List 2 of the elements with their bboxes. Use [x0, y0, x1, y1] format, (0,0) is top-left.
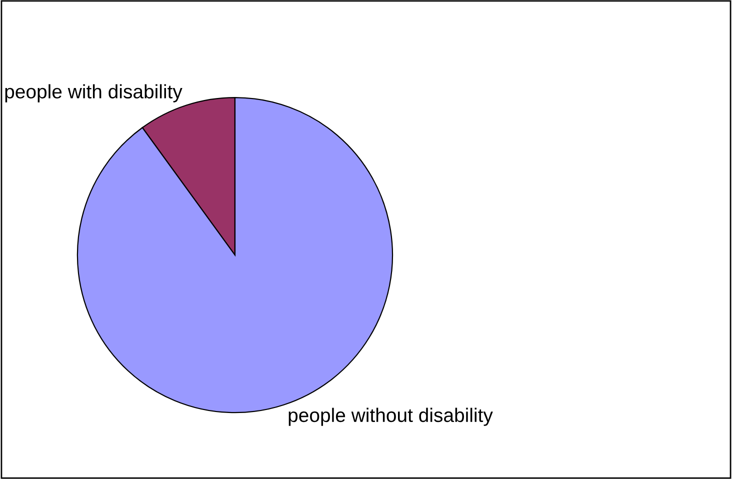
slice-label: people with disability — [5, 84, 182, 102]
slice-label: people without disability — [288, 408, 493, 426]
